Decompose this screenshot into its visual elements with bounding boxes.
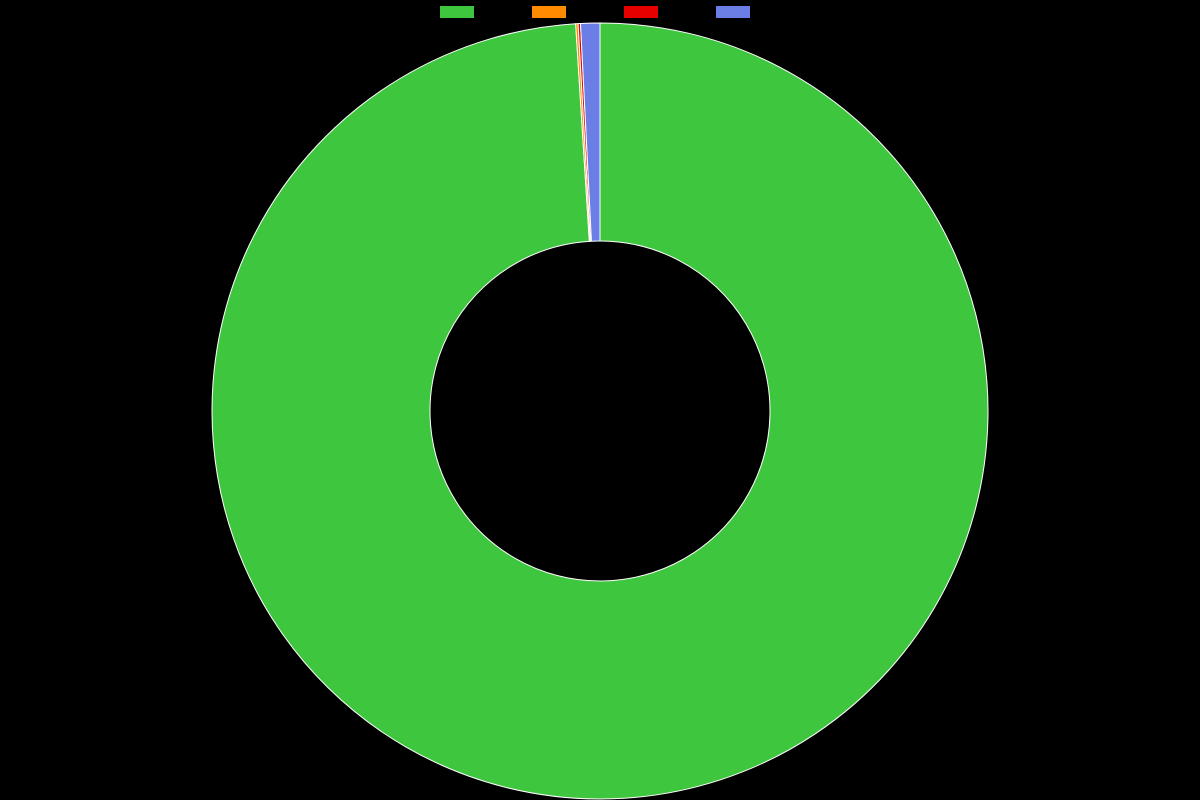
legend [0, 6, 1200, 18]
donut-chart [211, 22, 989, 800]
legend-swatch [440, 6, 474, 18]
legend-item [716, 6, 760, 18]
donut-svg [211, 22, 989, 800]
legend-swatch [716, 6, 750, 18]
legend-item [440, 6, 484, 18]
legend-item [532, 6, 576, 18]
legend-swatch [624, 6, 658, 18]
legend-swatch [532, 6, 566, 18]
legend-item [624, 6, 668, 18]
chart-stage [0, 0, 1200, 800]
